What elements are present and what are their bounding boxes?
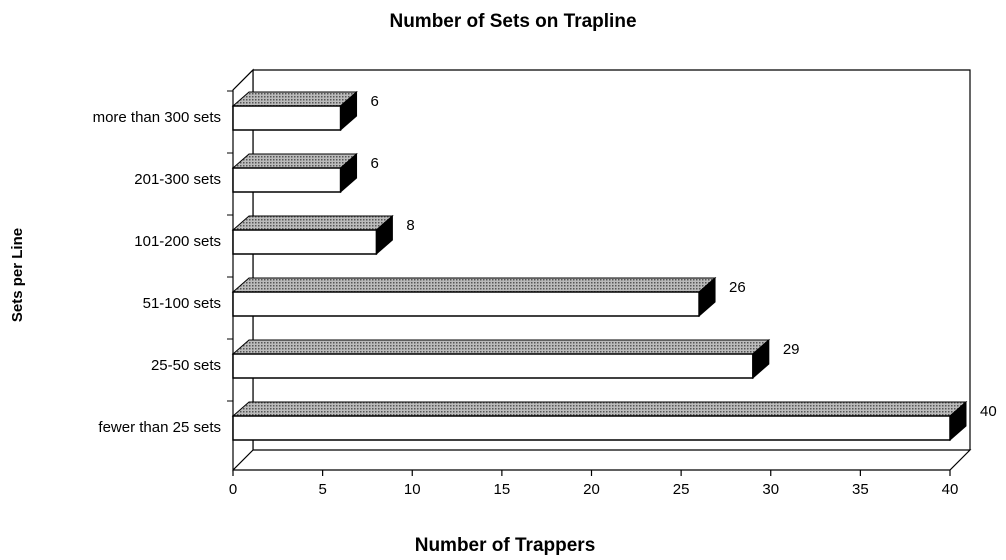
- value-label: 26: [729, 279, 746, 296]
- y-axis-title: Sets per Line: [9, 228, 26, 322]
- x-tick-label: 0: [229, 481, 237, 498]
- bar-top: [231, 153, 358, 169]
- x-tick-label: 20: [583, 481, 600, 498]
- x-tick-label: 25: [673, 481, 690, 498]
- x-tick-label: 40: [942, 481, 959, 498]
- value-label: 29: [783, 341, 800, 358]
- bar: [232, 415, 951, 441]
- bar: [232, 353, 754, 379]
- bar: [232, 167, 342, 193]
- bar-top: [231, 339, 771, 355]
- value-label: 8: [406, 217, 414, 234]
- x-axis-title: Number of Trappers: [415, 535, 596, 556]
- bar: [232, 291, 700, 317]
- value-label: 6: [371, 155, 379, 172]
- value-label: 6: [371, 93, 379, 110]
- y-tick-label: more than 300 sets: [93, 109, 221, 126]
- y-tick-label: 51-100 sets: [143, 295, 221, 312]
- x-tick-label: 15: [494, 481, 511, 498]
- bar: [232, 105, 342, 131]
- y-tick-label: 201-300 sets: [134, 171, 221, 188]
- value-label: 40: [980, 403, 997, 420]
- x-tick-label: 30: [762, 481, 779, 498]
- chart-title: Number of Sets on Trapline: [389, 11, 636, 32]
- bar: [232, 229, 378, 255]
- bar-top: [231, 277, 717, 293]
- y-tick-label: 25-50 sets: [151, 357, 221, 374]
- x-tick-label: 35: [852, 481, 869, 498]
- bar-top: [231, 401, 968, 417]
- y-tick-label: fewer than 25 sets: [98, 419, 221, 436]
- y-tick-label: 101-200 sets: [134, 233, 221, 250]
- x-tick-label: 10: [404, 481, 421, 498]
- bar-top: [231, 215, 394, 231]
- bar-top: [231, 91, 358, 107]
- x-tick-label: 5: [318, 481, 326, 498]
